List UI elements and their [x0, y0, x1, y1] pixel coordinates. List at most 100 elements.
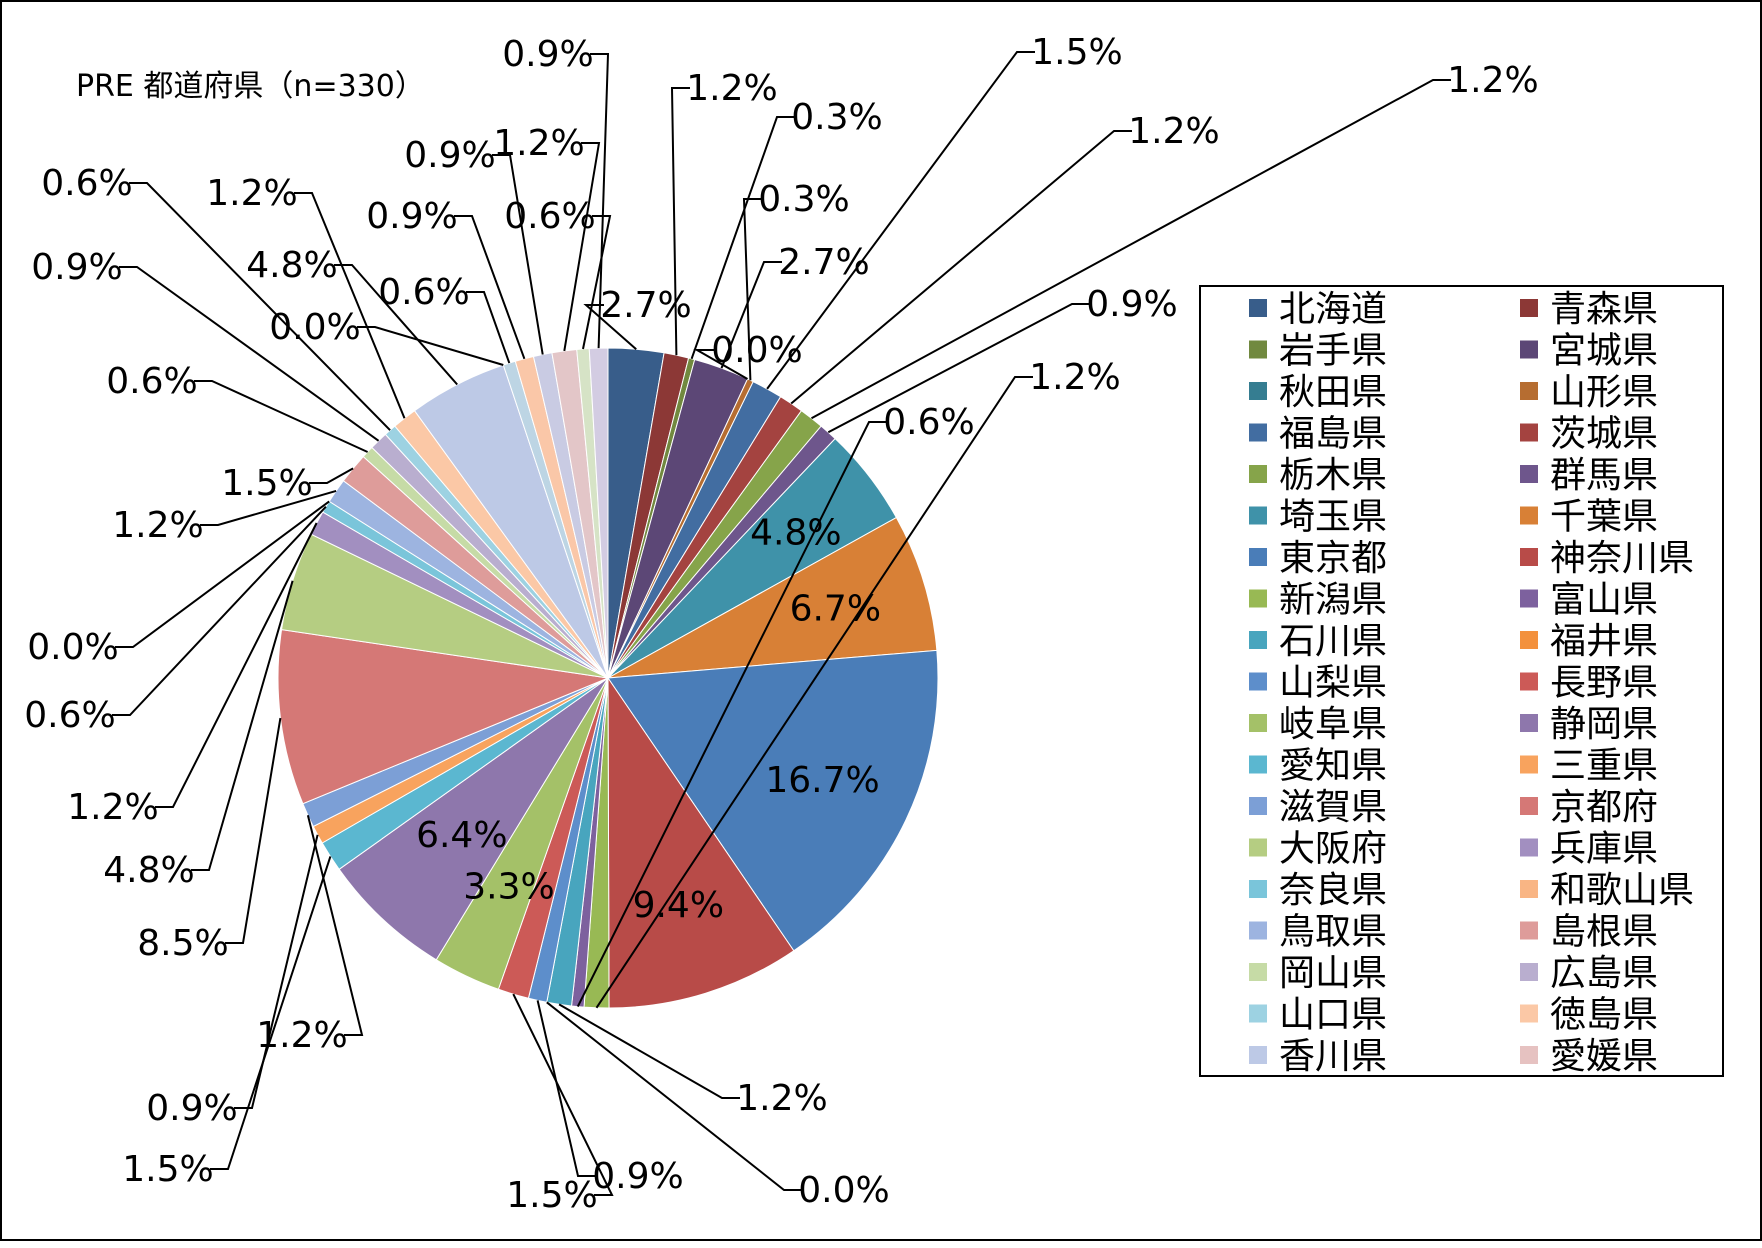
pie-slice [277, 629, 610, 805]
legend-entry: 山口県 [1279, 995, 1387, 1036]
leader-line [194, 380, 369, 453]
legend-entry: 奈良県 [1279, 870, 1387, 911]
legend-swatch [1249, 714, 1267, 732]
data-label: 6.4% [416, 815, 507, 856]
data-label: 1.2% [1128, 111, 1219, 152]
legend-swatch [1249, 299, 1267, 317]
legend-swatch [1249, 548, 1267, 566]
legend-entry: 北海道 [1279, 289, 1387, 330]
data-label: 0.9% [31, 247, 122, 288]
legend-entry: 神奈川県 [1550, 538, 1694, 579]
legend-swatch [1520, 299, 1538, 317]
data-label: 0.3% [758, 179, 849, 220]
data-label: 0.9% [404, 135, 495, 176]
legend-entry: 東京都 [1279, 538, 1387, 579]
legend-swatch [1520, 755, 1538, 774]
leader-line [690, 116, 795, 360]
data-label: 1.5% [506, 1175, 597, 1216]
legend-entry: 山梨県 [1279, 663, 1387, 704]
data-label: 0.6% [41, 163, 132, 204]
leader-line [357, 326, 504, 366]
data-label: 3.3% [463, 867, 554, 908]
legend-entry: 鳥取県 [1279, 912, 1387, 953]
data-label: 0.0% [269, 307, 360, 348]
data-label: 1.2% [1447, 60, 1538, 101]
legend-swatch [1249, 423, 1267, 442]
data-label: 0.0% [798, 1170, 889, 1211]
legend-entry: 愛媛県 [1550, 1036, 1658, 1077]
leader-line [191, 580, 294, 871]
data-label: 16.7% [765, 760, 879, 801]
data-label: 4.8% [246, 245, 337, 286]
legend-swatch [1520, 506, 1538, 525]
legend-entry: 滋賀県 [1279, 787, 1387, 828]
data-label: 0.6% [883, 402, 974, 443]
pie-slice [588, 347, 609, 679]
legend-entry: 岩手県 [1279, 331, 1387, 372]
data-label: 4.8% [750, 512, 841, 553]
legend-entry: 京都府 [1550, 787, 1658, 828]
legend-entry: 栃木県 [1279, 455, 1387, 496]
data-label: 8.5% [137, 923, 228, 964]
leader-line [766, 51, 1035, 390]
pie-slice [607, 649, 939, 952]
legend-entry: 和歌山県 [1550, 870, 1694, 911]
legend-swatch [1249, 1046, 1267, 1064]
chart-title: PRE 都道府県（n=330） [76, 69, 425, 104]
legend-entry: 茨城県 [1550, 414, 1658, 455]
legend-swatch [1249, 921, 1267, 940]
leader-line [119, 266, 380, 442]
leader-line [210, 856, 332, 1170]
legend-swatch [1249, 589, 1267, 608]
legend-entry: 三重県 [1550, 746, 1658, 787]
legend-frame [1199, 285, 1724, 1077]
legend-entry: 広島県 [1550, 953, 1658, 994]
data-label: 0.6% [504, 196, 595, 237]
leader-line [827, 303, 1090, 434]
legend-swatch [1520, 797, 1538, 815]
leader-line [563, 142, 601, 352]
legend-swatch [1520, 672, 1538, 691]
pie-slice [607, 516, 938, 679]
leader-line [576, 421, 887, 1008]
leader-line [693, 349, 748, 380]
legend-swatch [1249, 465, 1267, 483]
data-label: 1.5% [1031, 32, 1122, 73]
leader-line [225, 717, 282, 944]
legend-swatch [1520, 589, 1538, 608]
legend-entry: 香川県 [1279, 1036, 1387, 1077]
legend-entry: 秋田県 [1279, 372, 1387, 413]
data-label: 2.7% [778, 242, 869, 283]
legend-entry: 新潟県 [1279, 580, 1387, 621]
data-label: 1.2% [736, 1078, 827, 1119]
legend-swatch [1249, 755, 1267, 774]
data-label: 1.2% [256, 1015, 347, 1056]
leader-line [583, 304, 637, 350]
data-label: 0.9% [146, 1088, 237, 1129]
legend-entry: 岡山県 [1279, 953, 1387, 994]
legend-entry: 長野県 [1550, 663, 1658, 704]
legend-entry: 島根県 [1550, 912, 1658, 953]
data-label: 0.0% [711, 330, 802, 371]
leader-line [200, 489, 337, 526]
leader-line [590, 53, 610, 349]
leader-line [129, 182, 391, 431]
data-label: 0.3% [791, 97, 882, 138]
data-label: 0.9% [1086, 284, 1177, 325]
legend-swatch [1520, 631, 1538, 649]
data-label: 1.2% [493, 123, 584, 164]
legend-swatch [1520, 548, 1538, 566]
legend-entry: 静岡県 [1550, 704, 1658, 745]
legend-swatch [1520, 382, 1538, 400]
leader-line [155, 522, 318, 808]
pie-slice [607, 676, 795, 1009]
pie-slice [338, 677, 609, 961]
legend-swatch [1520, 1046, 1538, 1064]
leader-line [811, 79, 1451, 420]
legend-swatch [1249, 340, 1267, 359]
legend-swatch [1520, 838, 1538, 857]
legend-entry: 埼玉県 [1279, 497, 1387, 538]
data-label: 0.9% [502, 34, 593, 75]
